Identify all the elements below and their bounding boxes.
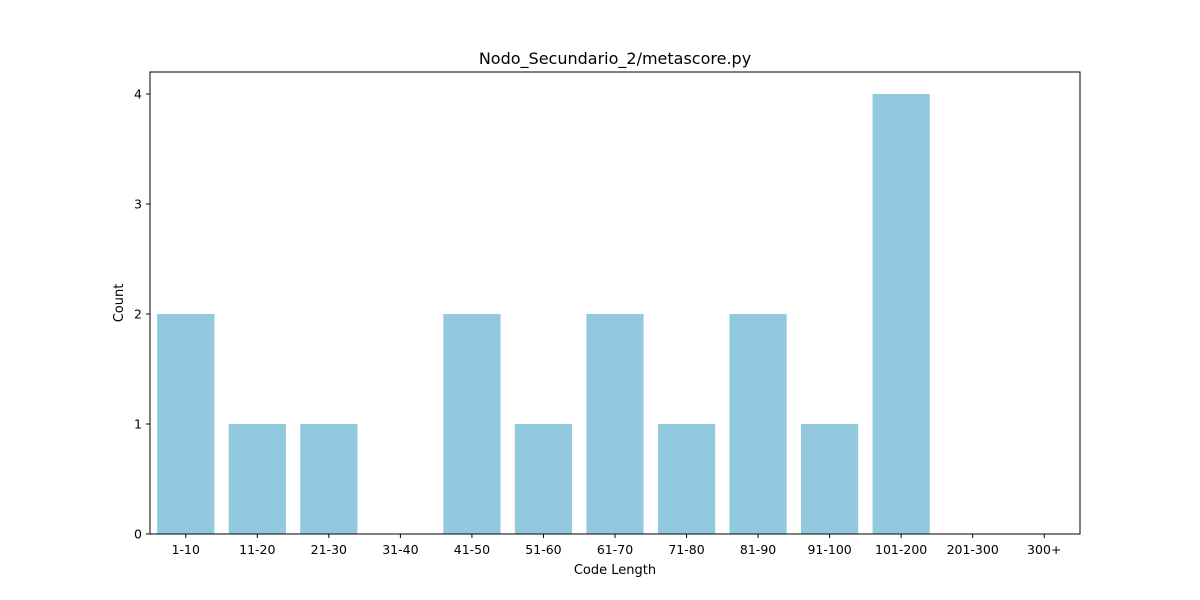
- y-tick-label: 3: [134, 197, 142, 212]
- bar-101-200: [872, 94, 930, 534]
- y-tick-label: 1: [134, 417, 142, 432]
- bars-layer: [157, 94, 930, 534]
- y-axis-label: Count: [112, 284, 127, 323]
- x-tick-label: 91-100: [807, 542, 851, 557]
- bar-51-60: [514, 424, 573, 534]
- bar-41-50: [443, 314, 501, 534]
- y-tick-label: 2: [134, 307, 142, 322]
- x-tick-label: 201-300: [947, 542, 999, 557]
- x-axis-label: Code Length: [574, 563, 656, 578]
- bar-11-20: [228, 424, 286, 534]
- x-tick-label: 21-30: [311, 542, 347, 557]
- chart-title: Nodo_Secundario_2/metascore.py: [479, 49, 751, 69]
- x-tick-label: 71-80: [668, 542, 704, 557]
- x-tick-label: 11-20: [239, 542, 275, 557]
- x-tick-label: 81-90: [740, 542, 776, 557]
- y-tick-label: 0: [134, 527, 142, 542]
- bar-21-30: [300, 424, 358, 534]
- x-tick-label: 300+: [1027, 542, 1061, 557]
- x-tick-label: 31-40: [382, 542, 418, 557]
- x-tick-label: 101-200: [875, 542, 927, 557]
- x-tick-label: 1-10: [172, 542, 200, 557]
- bar-71-80: [657, 424, 716, 534]
- x-tick-label: 41-50: [454, 542, 490, 557]
- bar-61-70: [586, 314, 644, 534]
- bar-81-90: [729, 314, 787, 534]
- bar-1-10: [157, 314, 215, 534]
- y-axis: 0 1 2 3 4: [134, 87, 150, 542]
- bar-91-100: [801, 424, 859, 534]
- x-tick-label: 61-70: [597, 542, 633, 557]
- x-axis: 1-10 11-20 21-30 31-40 41-50 51-60 61-70 71-80 8…: [172, 534, 1061, 557]
- x-tick-label: 51-60: [525, 542, 561, 557]
- y-tick-label: 4: [134, 87, 142, 102]
